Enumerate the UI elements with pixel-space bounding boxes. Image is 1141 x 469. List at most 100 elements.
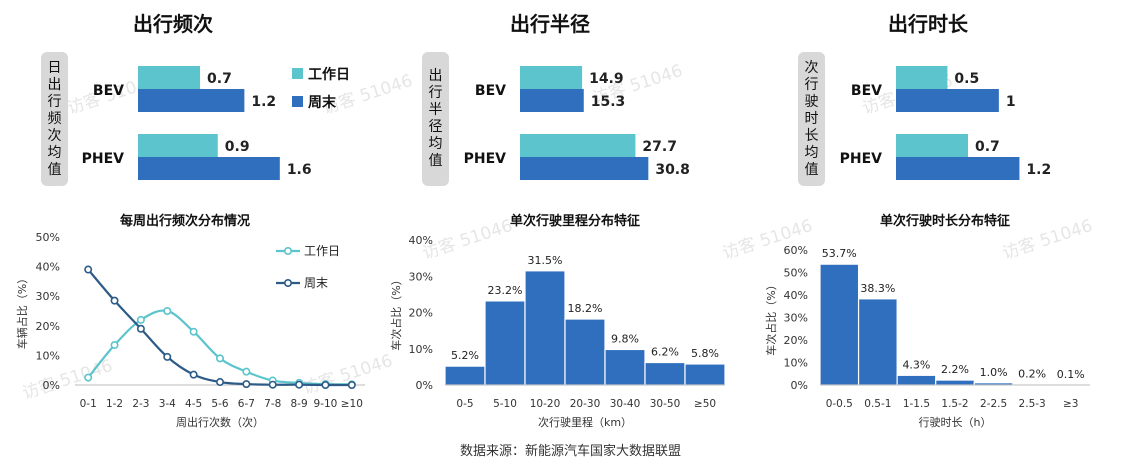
y-tick-label: 50%	[36, 231, 60, 244]
data-point-weekend	[347, 381, 356, 390]
value-label: 0.7	[975, 139, 1000, 155]
chart-title: 每周出行频次分布情况	[120, 213, 250, 229]
section-title-duration: 出行时长	[888, 12, 968, 36]
chart-weekly-frequency: 每周出行频次分布情况 0% 10% 20% 30% 40% 50% 0-1 1-2 2-3 3-4 4…	[15, 213, 365, 429]
category-label: PHEV	[464, 151, 507, 167]
value-label: 5.2%	[451, 349, 479, 362]
data-point-weekend	[163, 352, 172, 361]
bar-bev-weekend	[138, 89, 245, 112]
data-point-weekend	[84, 265, 93, 274]
data-point-weekend	[189, 370, 198, 379]
data-point-weekend	[216, 378, 225, 387]
value-label: 2.2%	[941, 363, 969, 376]
top-chart-duration: BEV 0.5 1 PHEV 0.7 1.2	[840, 66, 1051, 180]
x-tick-label: 0.5-1	[864, 398, 891, 410]
value-label: 38.3%	[860, 282, 895, 295]
y-tick-label: 20%	[36, 320, 60, 333]
x-tick-label: 1-1.5	[903, 398, 930, 410]
x-tick-label: 1-2	[106, 398, 123, 410]
x-axis-label: 周出行次数（次）	[176, 415, 264, 429]
data-point-workday	[216, 354, 225, 363]
x-axis-label: 行驶时长（h）	[919, 415, 992, 429]
y-axis-label: 车辆占比（%）	[15, 273, 29, 349]
legend-swatch-workday	[292, 68, 303, 79]
x-tick-label: 6-7	[238, 398, 255, 410]
data-point-workday	[84, 373, 93, 382]
bar-1	[857, 298, 898, 386]
value-label: 1.6	[287, 162, 312, 178]
legend-swatch-weekend	[292, 96, 303, 107]
data-source: 数据来源：新能源汽车国家大数据联盟	[459, 444, 681, 459]
bar-phev-workday	[520, 134, 636, 157]
legend-workday: 工作日	[308, 66, 350, 83]
bar-phev-weekend	[520, 157, 649, 180]
y-tick-label: 10%	[784, 357, 808, 370]
chart-trip-duration: 单次行驶时长分布特征 0% 10% 20% 30% 40% 50% 60% 53.7% 0-0.5…	[765, 213, 1091, 429]
value-label: 0.1%	[1057, 368, 1085, 381]
bar-bev-workday	[138, 66, 201, 89]
y-tick-label: 60%	[784, 244, 808, 257]
x-tick-label: 2.5-3	[1019, 398, 1046, 410]
legend-label: 周末	[304, 276, 328, 290]
category-label: BEV	[93, 83, 124, 99]
value-label: 0.9	[225, 139, 250, 155]
y-tick-label: 40%	[784, 289, 808, 302]
y-tick-label: 0%	[416, 379, 433, 392]
data-point-weekend	[136, 324, 145, 333]
category-label: BEV	[851, 83, 882, 99]
side-label-radius: 出行半径均值	[422, 52, 449, 186]
x-axis-label: 次行驶里程（km）	[538, 415, 632, 429]
value-label: 1.2	[1026, 162, 1051, 178]
x-tick-label: 8-9	[291, 398, 308, 410]
section-title-radius: 出行半径	[510, 12, 590, 36]
x-tick-label: 1.5-2	[941, 398, 968, 410]
bar-bev-workday	[520, 66, 583, 89]
bar-bev-workday	[896, 66, 948, 89]
value-label: 0.5	[954, 71, 979, 87]
value-label: 31.5%	[528, 254, 563, 267]
x-tick-label: 4-5	[185, 398, 202, 410]
value-label: 0.7	[207, 71, 232, 87]
y-tick-label: 30%	[36, 290, 60, 303]
bar-phev-workday	[138, 134, 218, 157]
bar-bev-weekend	[520, 89, 584, 112]
top-chart-radius: BEV 14.9 15.3 PHEV 27.7 30.8	[464, 66, 690, 180]
x-tick-label: ≥10	[341, 398, 363, 410]
bar-bev-weekend	[896, 89, 999, 112]
side-label-duration: 次行驶时长均值	[798, 52, 825, 186]
data-point-weekend	[321, 381, 330, 390]
legend-marker	[283, 246, 292, 255]
category-label: PHEV	[82, 151, 125, 167]
y-tick-label: 20%	[409, 307, 433, 320]
data-point-weekend	[295, 380, 304, 389]
y-tick-label: 10%	[409, 343, 433, 356]
y-tick-label: 50%	[784, 267, 808, 280]
x-tick-label: 20-30	[570, 398, 601, 410]
y-axis-label: 车次占比（%）	[389, 274, 403, 350]
value-label: 0.2%	[1018, 368, 1046, 381]
bar-phev-workday	[896, 134, 968, 157]
value-label: 53.7%	[822, 247, 857, 260]
legend-marker	[283, 279, 292, 288]
value-label: 1.0%	[980, 366, 1008, 379]
x-tick-label: 10-20	[530, 398, 561, 410]
data-point-workday	[242, 367, 251, 376]
bar-phev-weekend	[896, 157, 1020, 180]
value-label: 18.2%	[568, 302, 603, 315]
x-tick-label: 5-6	[211, 398, 228, 410]
value-label: 14.9	[589, 71, 624, 87]
bar-6	[684, 363, 726, 386]
bar-3	[935, 379, 975, 386]
bar-2	[896, 374, 937, 386]
x-tick-label: 2-2.5	[980, 398, 1007, 410]
y-tick-label: 0%	[43, 379, 60, 392]
bar-3	[564, 318, 606, 386]
y-tick-label: 10%	[36, 349, 60, 362]
value-label: 4.3%	[902, 358, 930, 371]
x-tick-label: 0-0.5	[826, 398, 853, 410]
side-label-frequency: 日出行频次均值	[41, 52, 68, 186]
x-tick-label: ≥50	[694, 398, 716, 410]
x-tick-label: 30-50	[650, 398, 681, 410]
value-label: 9.8%	[611, 332, 639, 345]
